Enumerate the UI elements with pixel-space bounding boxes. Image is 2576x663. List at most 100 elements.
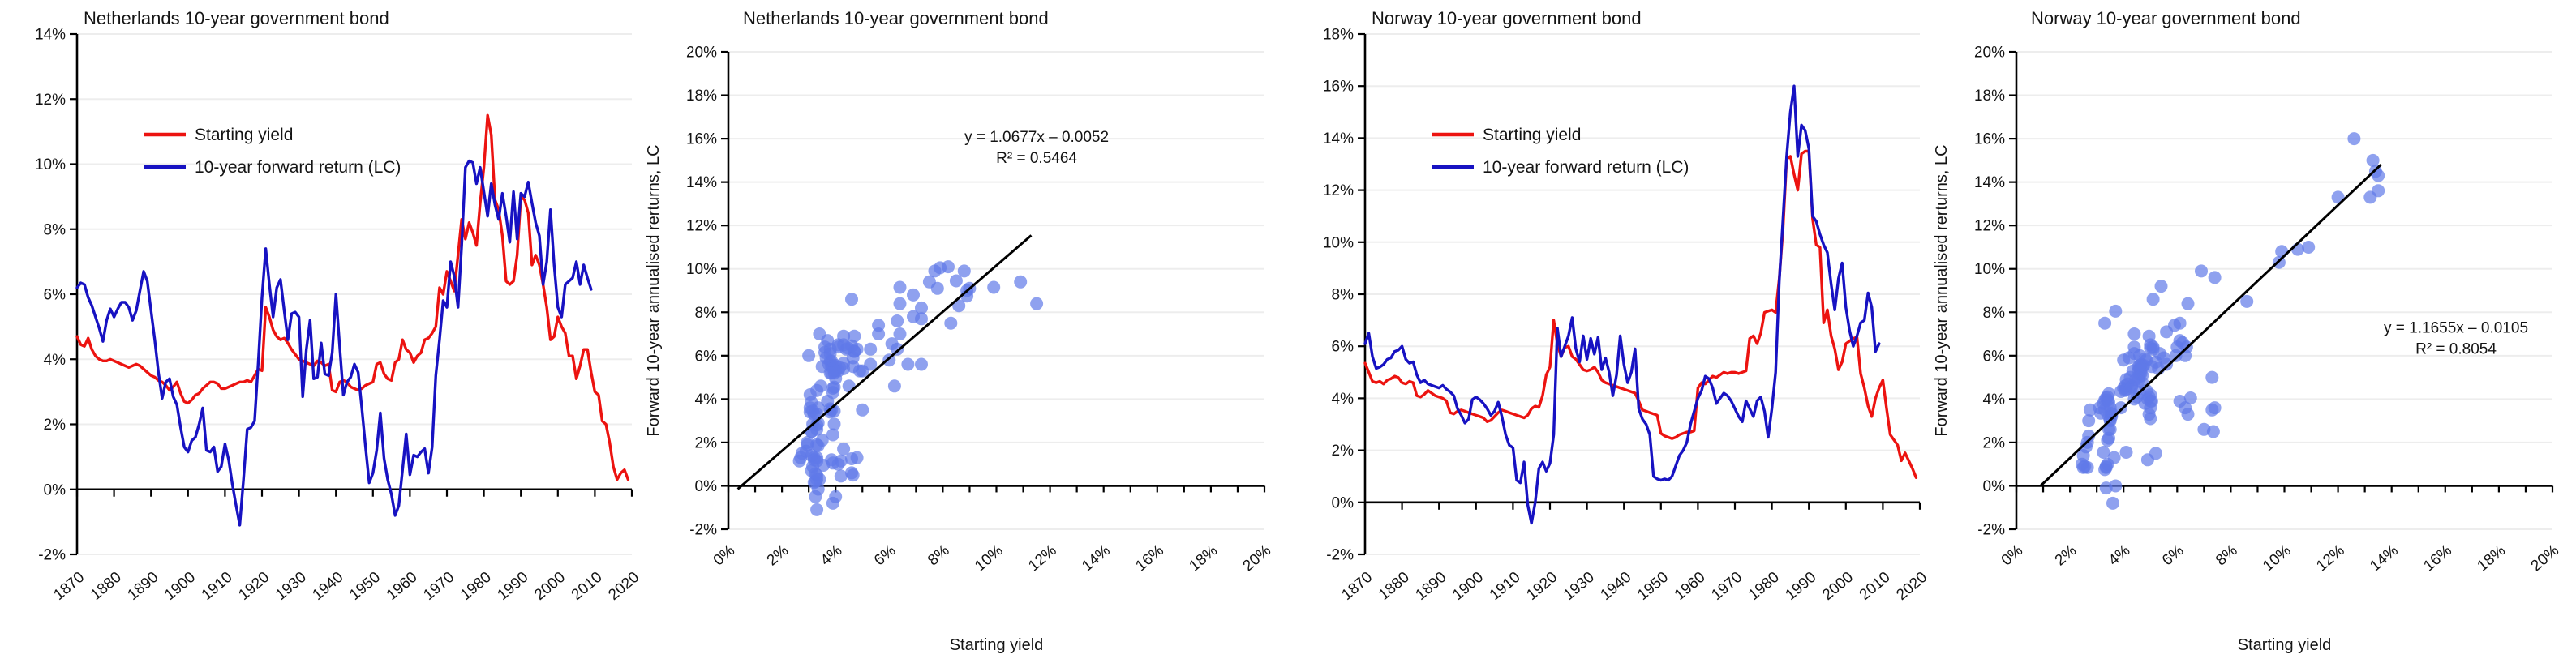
- scatter-point: [2098, 316, 2112, 330]
- y-tick-label: 6%: [1983, 348, 2006, 365]
- scatter-point: [952, 299, 966, 313]
- chart-title: Netherlands 10-year government bond: [84, 8, 389, 28]
- scatter-point: [1030, 297, 1044, 310]
- x-tick-label: 1980: [1745, 569, 1783, 604]
- scatter-point: [2206, 425, 2220, 438]
- scatter-point: [2146, 293, 2160, 306]
- scatter-point: [810, 383, 824, 397]
- scatter-point: [2181, 408, 2195, 421]
- series-starting-yield: [1363, 149, 1918, 479]
- x-tick-label: 1950: [346, 569, 384, 604]
- scatter-point: [803, 401, 817, 415]
- scatter-point: [907, 310, 920, 323]
- scatter-point: [2097, 446, 2110, 459]
- x-tick-label: 1890: [1413, 569, 1450, 604]
- x-tick-label: 2010: [1857, 569, 1894, 604]
- x-tick-label: 12%: [1025, 542, 1060, 575]
- y-tick-label: 4%: [1983, 391, 2006, 408]
- y-tick-label: 18%: [1974, 88, 2005, 105]
- legend-label: Starting yield: [195, 126, 293, 144]
- x-tick-label: 2000: [1819, 569, 1857, 604]
- x-tick-label: 1930: [1561, 569, 1598, 604]
- scatter-point: [2114, 385, 2127, 398]
- trend-line: [2039, 164, 2382, 487]
- x-tick-label: 1990: [1783, 569, 1820, 604]
- scatter-point: [930, 281, 944, 295]
- y-tick-label: 18%: [1323, 27, 1354, 44]
- scatter-point: [907, 288, 920, 302]
- legend-label: Starting yield: [1483, 126, 1581, 144]
- x-tick-label: 1920: [235, 569, 273, 604]
- x-tick-label: 1900: [1449, 569, 1487, 604]
- norway-timeseries-chart: -2% 0% 2% 4% 6% 8% 10% 12% 14% 16% 18% 1870 1880 1890…: [1288, 0, 1932, 663]
- scatter-point: [893, 297, 907, 310]
- legend-item: Starting yield: [144, 126, 293, 144]
- x-tick-label: 1880: [88, 569, 125, 604]
- x-tick-label: 1960: [1672, 569, 1709, 604]
- scatter-point: [2114, 401, 2127, 415]
- x-tick-label: 8%: [2213, 542, 2241, 570]
- netherlands-timeseries-chart: -2%0%2%4%6%8%10%12%14%1870 1880 1890 1900 19…: [0, 0, 644, 663]
- legend-item: 10-year forward return (LC): [144, 158, 401, 177]
- y-tick-label: 8%: [1983, 305, 2006, 322]
- x-tick-label: 1890: [125, 569, 162, 604]
- y-tick-label: 20%: [686, 45, 717, 62]
- legend-item: Starting yield: [1432, 126, 1581, 144]
- chart-title: Netherlands 10-year government bond: [743, 8, 1049, 28]
- x-axis-title: Starting yield: [2238, 636, 2332, 654]
- x-tick-label: 20%: [2528, 542, 2563, 575]
- chart-title: Norway 10-year government bond: [2031, 8, 2301, 28]
- scatter-point: [2142, 329, 2156, 343]
- scatter-point: [2173, 316, 2187, 330]
- scatter-point: [2144, 412, 2157, 426]
- x-tick-label: 2020: [1893, 569, 1930, 604]
- series-10-year-forward-return-lc-: [75, 159, 593, 527]
- scatter-point: [915, 357, 928, 371]
- scatter-point: [856, 364, 869, 378]
- scatter-point: [2099, 460, 2113, 473]
- r-squared-line: R² = 0.5464: [996, 150, 1077, 167]
- scatter-point: [818, 345, 831, 359]
- x-tick-label: 1990: [495, 569, 532, 604]
- y-tick-label: 8%: [1332, 287, 1355, 304]
- x-tick-label: 0%: [1999, 542, 2027, 570]
- chart-netherlands-timeseries: -2% 0% 2% 4% 6% 8% 10% 12% 14% 1870 1880 1890 1900 19…: [0, 0, 644, 663]
- y-tick-label: 12%: [1323, 182, 1354, 199]
- x-tick-label: 6%: [2159, 542, 2187, 570]
- y-tick-label: 20%: [1974, 45, 2005, 62]
- scatter-points: [792, 260, 1044, 516]
- scatter-point: [810, 503, 824, 516]
- scatter-point: [805, 425, 818, 438]
- series-10-year-forward-return-lc-: [1363, 84, 1881, 525]
- scatter-point: [2117, 353, 2131, 367]
- y-tick-label: 14%: [686, 174, 717, 191]
- legend-item: 10-year forward return (LC): [1432, 158, 1689, 177]
- x-tick-label: 20%: [1240, 542, 1275, 575]
- x-tick-label: 2%: [2052, 542, 2080, 570]
- scatter-point: [813, 473, 826, 486]
- scatter-point: [864, 342, 878, 356]
- scatter-point: [872, 327, 886, 340]
- scatter-point: [2195, 264, 2208, 278]
- scatter-point: [2109, 304, 2123, 318]
- y-tick-label: 6%: [695, 348, 718, 365]
- y-tick-label: -2%: [1977, 522, 2005, 539]
- scatter-point: [846, 468, 860, 482]
- scatter-point: [2102, 396, 2115, 409]
- y-tick-label: 2%: [695, 434, 718, 451]
- y-tick-label: 12%: [1974, 218, 2005, 235]
- scatter-point: [915, 301, 928, 314]
- scatter-point: [2083, 403, 2097, 417]
- y-axis-title: Forward 10-year annualised rerturns, LC: [645, 144, 663, 436]
- scatter-point: [2119, 446, 2133, 459]
- y-tick-label: -2%: [689, 522, 717, 539]
- scatter-point: [826, 382, 839, 395]
- x-tick-label: 1930: [273, 569, 310, 604]
- scatter-point: [2366, 153, 2380, 167]
- y-tick-label: 10%: [35, 156, 66, 173]
- scatter-point: [802, 349, 816, 362]
- x-tick-label: 12%: [2313, 542, 2348, 575]
- x-tick-label: 10%: [972, 542, 1007, 575]
- equation-line: y = 1.1655x – 0.0105: [2384, 320, 2528, 337]
- y-tick-label: 16%: [686, 131, 717, 148]
